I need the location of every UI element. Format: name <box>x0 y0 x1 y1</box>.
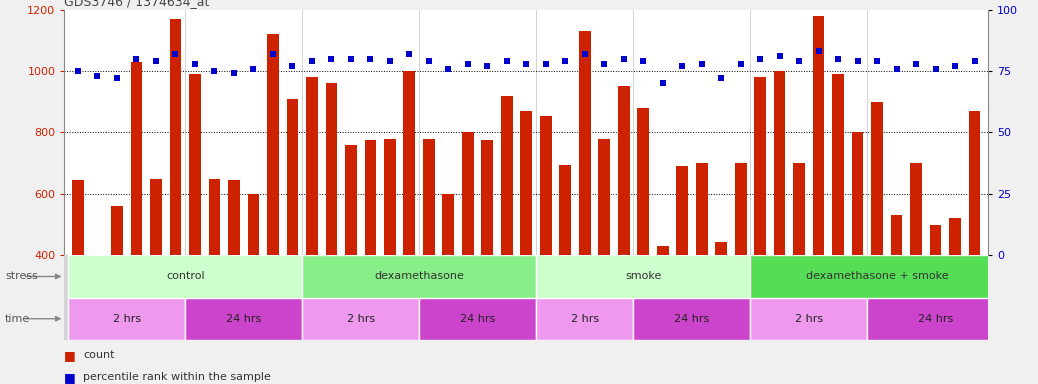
Bar <box>364 140 376 255</box>
Bar <box>750 298 868 340</box>
Bar <box>442 194 455 255</box>
Bar <box>536 255 750 298</box>
Text: 2 hrs: 2 hrs <box>113 314 141 324</box>
Bar <box>169 19 182 255</box>
Bar <box>228 180 240 255</box>
Bar <box>404 71 415 255</box>
Text: dexamethasone + smoke: dexamethasone + smoke <box>805 271 949 281</box>
Bar <box>302 298 419 340</box>
Bar <box>871 102 883 255</box>
Text: smoke: smoke <box>625 271 661 281</box>
Bar <box>111 206 122 255</box>
Bar <box>852 132 864 255</box>
Bar <box>306 77 318 255</box>
Bar <box>419 298 536 340</box>
Bar <box>618 86 630 255</box>
Bar <box>832 74 844 255</box>
Text: 24 hrs: 24 hrs <box>918 314 953 324</box>
Bar <box>579 31 591 255</box>
Text: 2 hrs: 2 hrs <box>347 314 375 324</box>
Bar <box>69 255 302 298</box>
Bar <box>131 62 142 255</box>
Bar <box>501 96 513 255</box>
Bar <box>326 83 337 255</box>
Text: control: control <box>166 271 204 281</box>
Bar <box>247 194 260 255</box>
Text: ■: ■ <box>64 371 76 384</box>
Bar <box>482 140 493 255</box>
Text: 24 hrs: 24 hrs <box>226 314 262 324</box>
Text: GDS3746 / 1374634_at: GDS3746 / 1374634_at <box>64 0 210 8</box>
Text: ■: ■ <box>64 349 76 362</box>
Bar <box>813 16 824 255</box>
Text: percentile rank within the sample: percentile rank within the sample <box>83 372 271 382</box>
Bar <box>715 242 727 255</box>
Bar <box>657 246 668 255</box>
Bar <box>910 163 922 255</box>
Bar <box>345 145 357 255</box>
Bar <box>637 108 649 255</box>
Bar <box>384 139 395 255</box>
Bar <box>793 163 805 255</box>
Text: 24 hrs: 24 hrs <box>460 314 495 324</box>
Bar <box>949 218 961 255</box>
Bar <box>891 215 902 255</box>
Bar <box>559 165 571 255</box>
Bar <box>968 111 980 255</box>
Bar <box>695 163 708 255</box>
Bar <box>286 99 298 255</box>
Bar <box>302 255 536 298</box>
Bar <box>930 225 941 255</box>
Bar <box>520 111 532 255</box>
Bar <box>536 298 633 340</box>
Text: stress: stress <box>5 271 38 281</box>
Bar <box>677 166 688 255</box>
Bar <box>773 71 786 255</box>
Bar <box>151 179 162 255</box>
Bar <box>422 139 435 255</box>
Bar <box>633 298 750 340</box>
Text: dexamethasone: dexamethasone <box>374 271 464 281</box>
Text: count: count <box>83 350 114 360</box>
Text: 2 hrs: 2 hrs <box>795 314 823 324</box>
Text: 2 hrs: 2 hrs <box>571 314 599 324</box>
Bar <box>189 74 200 255</box>
Text: time: time <box>5 314 30 324</box>
Bar <box>755 77 766 255</box>
Text: 24 hrs: 24 hrs <box>675 314 710 324</box>
Bar <box>209 179 220 255</box>
Bar <box>598 139 610 255</box>
Bar <box>750 255 1004 298</box>
Bar <box>868 298 1004 340</box>
Bar <box>267 34 279 255</box>
Bar <box>735 163 746 255</box>
Bar <box>69 298 185 340</box>
Bar <box>462 132 473 255</box>
Bar <box>185 298 302 340</box>
Bar <box>540 116 551 255</box>
Bar <box>73 180 84 255</box>
